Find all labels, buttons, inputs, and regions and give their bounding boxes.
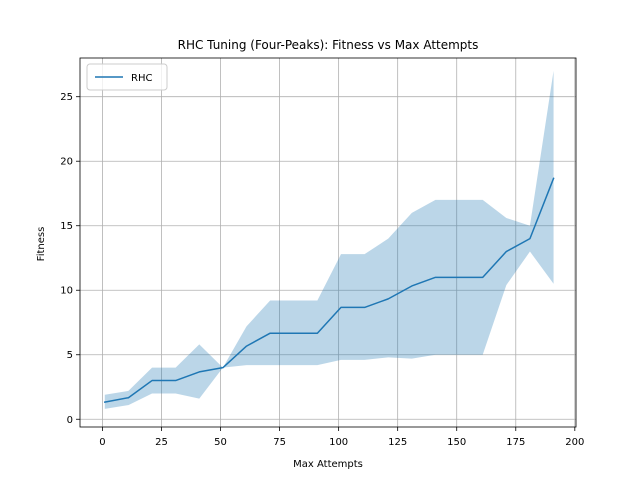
- y-tick-label: 20: [60, 157, 73, 168]
- y-tick-label: 5: [67, 350, 73, 361]
- x-tick-label: 0: [99, 437, 105, 448]
- x-tick-label: 25: [155, 437, 168, 448]
- legend: RHC: [86, 63, 168, 91]
- x-tick-label: 50: [214, 437, 227, 448]
- x-tick-label: 75: [273, 437, 286, 448]
- x-tick-label: 125: [388, 437, 407, 448]
- x-tick-label: 175: [506, 437, 525, 448]
- y-tick-label: 10: [60, 286, 73, 297]
- y-axis-label: Fitness: [36, 227, 47, 262]
- x-tick-label: 150: [447, 437, 466, 448]
- x-tick-label: 100: [329, 437, 348, 448]
- x-axis-label: Max Attempts: [293, 459, 363, 470]
- plot-frame: [79, 57, 577, 428]
- confidence-band-layer: [104, 70, 554, 409]
- y-tick-label: 15: [60, 221, 73, 232]
- confidence-band: [104, 70, 554, 409]
- series-line: [103, 177, 555, 403]
- y-tick-label: 0: [67, 415, 73, 426]
- y-tick-label: 25: [60, 92, 73, 103]
- legend-box: [86, 63, 168, 91]
- series-line-layer: [103, 177, 555, 403]
- legend-label: RHC: [131, 73, 152, 84]
- grid: [80, 58, 576, 427]
- chart-title: RHC Tuning (Four-Peaks): Fitness vs Max …: [178, 38, 479, 52]
- axes: 0 25 50 75 100 125 150 175 200 0 5 10 15 20 25: [60, 57, 584, 448]
- x-tick-label: 200: [565, 437, 584, 448]
